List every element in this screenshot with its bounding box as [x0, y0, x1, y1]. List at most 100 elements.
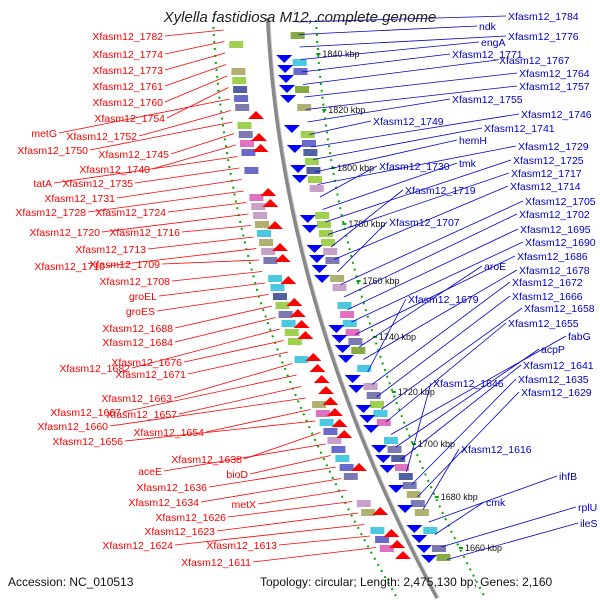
left-leader-line [156, 294, 269, 312]
right-gene-label: Xfasm12_1646 [433, 378, 504, 390]
gene-block-right [363, 383, 378, 390]
left-leader-line [183, 340, 284, 363]
left-gene-label: Xfasm12_1740 [79, 164, 150, 176]
gene-block-left [273, 293, 287, 300]
forward-gene-arrow [286, 298, 303, 306]
right-gene-label: Xfasm12_1690 [525, 237, 596, 249]
gene-block-right [332, 284, 347, 291]
scale-tick-label: 1760 kbp [362, 276, 399, 286]
genome-backbone-highlight [269, 17, 440, 599]
gene-block-left [275, 302, 290, 309]
gene-block-left [335, 455, 350, 462]
forward-gene-arrow [251, 133, 268, 141]
gene-block-left [268, 275, 283, 282]
right-gene-label: Xfasm12_1695 [520, 224, 591, 236]
left-gene-label: Xfasm12_1731 [44, 193, 115, 205]
gene-block-left [375, 536, 390, 543]
right-gene-label: Xfasm12_1741 [484, 123, 555, 135]
right-gene-label: cmk [486, 497, 506, 509]
right-gene-label: Xfasm12_1757 [519, 81, 590, 93]
reverse-gene-arrow [308, 255, 325, 263]
right-gene-label: Xfasm12_1755 [452, 94, 523, 106]
reverse-gene-arrow [279, 85, 296, 93]
right-gene-label: Xfasm12_1776 [508, 31, 579, 43]
right-leader-line [301, 53, 451, 73]
gene-block-left [244, 167, 259, 174]
gene-block-right [387, 446, 402, 453]
left-gene-label: Xfasm12_1626 [155, 512, 226, 524]
gene-block-left [287, 338, 302, 345]
reverse-gene-arrow [371, 445, 388, 453]
right-gene-label: Xfasm12_1746 [521, 109, 592, 121]
right-leader-line [422, 448, 460, 510]
gene-block-right [295, 86, 310, 93]
forward-gene-arrow [336, 430, 353, 438]
reverse-gene-arrow [406, 525, 423, 533]
right-gene-label: Xfasm12_1771 [452, 49, 523, 61]
left-leader-line [257, 489, 347, 505]
left-gene-label: tatA [33, 178, 52, 190]
reverse-gene-arrow [306, 245, 323, 253]
right-leader-line [428, 475, 558, 523]
left-gene-label: Xfasm12_1688 [102, 323, 173, 335]
left-leader-line [174, 305, 272, 329]
gene-block-right [308, 176, 322, 183]
reverse-gene-arrow [355, 405, 372, 413]
gene-block-right [325, 257, 340, 264]
right-leader-line [315, 139, 458, 173]
gene-block-right [402, 482, 417, 489]
right-leader-line [400, 364, 522, 460]
left-gene-label: Xfasm12_1638 [171, 454, 242, 466]
right-gene-label: Xfasm12_1616 [461, 444, 532, 456]
forward-gene-arrow [389, 540, 406, 548]
right-leader-line [371, 281, 511, 385]
left-gene-label: Xfasm12_1710 [34, 261, 105, 273]
right-leader-line [333, 185, 509, 260]
forward-gene-arrow [248, 111, 265, 119]
left-gene-label: Xfasm12_1745 [98, 149, 169, 161]
right-leader-line [337, 221, 388, 273]
left-leader-line [208, 466, 336, 488]
left-leader-line [187, 351, 289, 375]
right-gene-label: ndk [479, 21, 497, 33]
gene-block-left [331, 446, 346, 453]
gene-block-right [340, 311, 355, 318]
forward-gene-arrow [395, 551, 412, 559]
gene-block-left [259, 239, 274, 246]
gene-block-left [294, 356, 309, 363]
gene-block-right [317, 221, 331, 228]
left-gene-label: Xfasm12_1624 [102, 540, 173, 552]
right-leader-line [298, 25, 478, 35]
reverse-gene-arrow [344, 375, 361, 383]
reverse-gene-arrow [334, 345, 351, 353]
right-gene-label: Xfasm12_1629 [521, 387, 592, 399]
gene-block-right [351, 347, 366, 354]
left-leader-line [249, 455, 331, 475]
forward-gene-arrow [351, 463, 368, 471]
gene-block-right [398, 473, 413, 480]
scale-tick-label: 1840 kbp [322, 49, 359, 59]
right-gene-label: Xfasm12_1678 [519, 265, 590, 277]
left-leader-line [131, 328, 280, 369]
forward-gene-arrow [260, 188, 277, 196]
gene-block-right [293, 68, 308, 75]
left-leader-line [205, 409, 311, 433]
left-gene-label: metX [231, 499, 256, 511]
left-gene-label: Xfasm12_1716 [109, 227, 180, 239]
reverse-gene-arrow [328, 325, 345, 333]
gene-block-right [432, 545, 446, 552]
genome-summary-text: Topology: circular; Length: 2,475,130 bp… [260, 575, 553, 589]
right-leader-line [390, 335, 567, 435]
accession-text: Accession: NC_010513 [8, 575, 134, 589]
left-gene-label: Xfasm12_1709 [89, 259, 160, 271]
right-gene-label: Xfasm12_1641 [523, 360, 594, 372]
left-gene-label: Xfasm12_1735 [62, 178, 133, 190]
left-leader-line [164, 41, 225, 55]
left-leader-line [171, 271, 263, 282]
reverse-gene-arrow [363, 425, 380, 433]
gene-block-left [255, 221, 269, 228]
left-gene-label: groEL [129, 291, 157, 303]
reverse-gene-arrow [283, 125, 300, 133]
scale-tick-label: 1660 kbp [465, 543, 502, 553]
gene-block-right [406, 491, 421, 498]
